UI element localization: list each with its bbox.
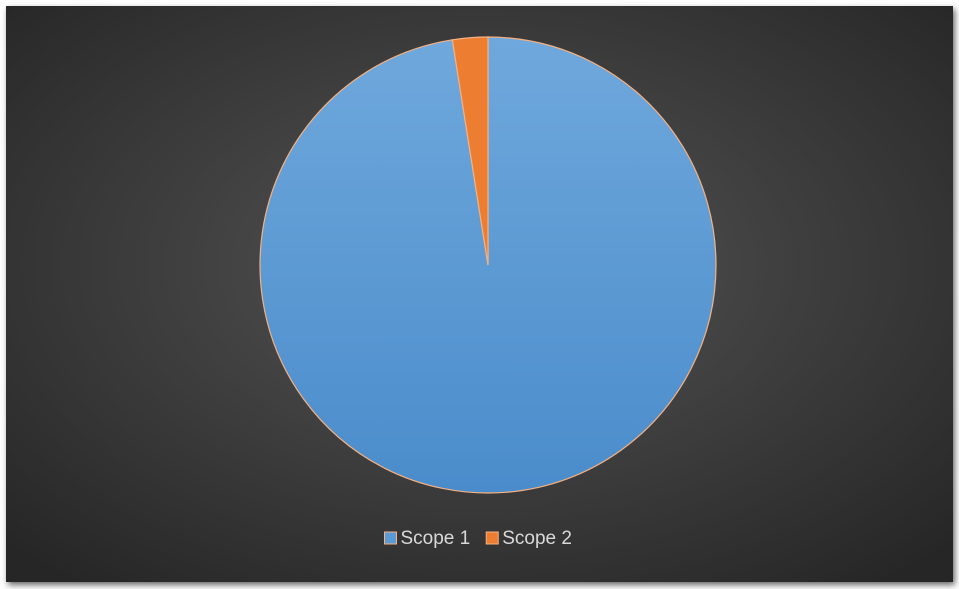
chart-frame: Scope 1 Scope 2 (6, 6, 953, 582)
chart: Scope 1 Scope 2 (6, 6, 953, 582)
legend-swatch (384, 531, 397, 545)
legend-swatch (485, 531, 499, 545)
legend-label: Scope 2 (502, 528, 572, 549)
pie-slice (451, 36, 489, 266)
legend-label: Scope 1 (401, 528, 471, 549)
